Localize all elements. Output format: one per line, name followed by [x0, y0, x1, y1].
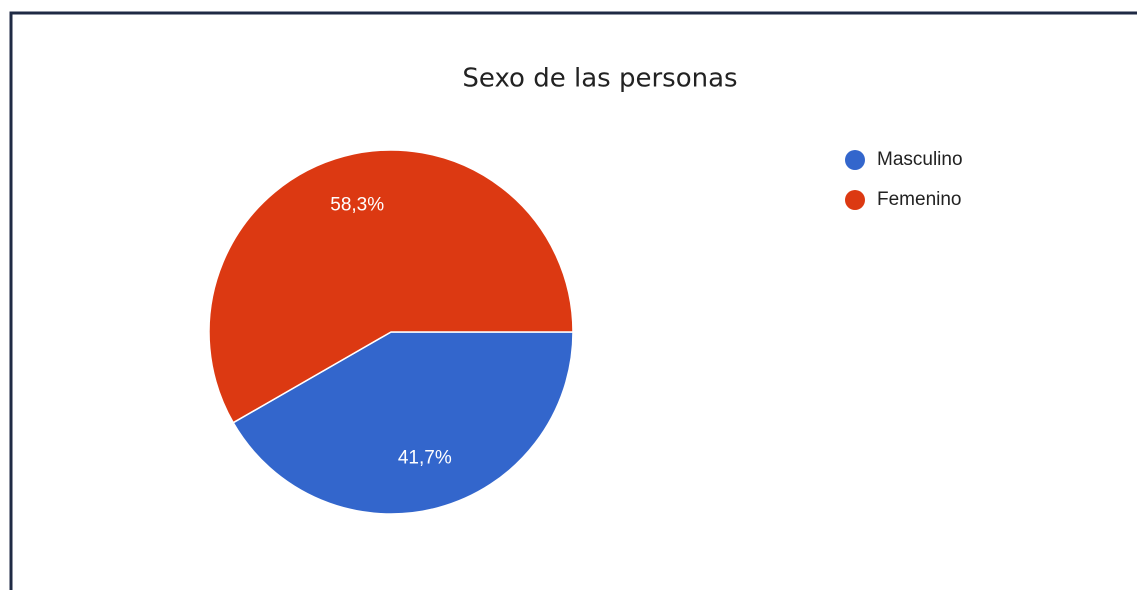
pie-slice — [232, 331, 574, 515]
frame — [9, 11, 1137, 590]
legend-swatch — [845, 150, 865, 170]
chart-title: Sexo de las personas — [462, 64, 737, 94]
pie-slice — [208, 149, 574, 424]
legend-label: Masculino — [877, 149, 963, 170]
legend-label: Femenino — [877, 189, 962, 210]
slice-label: 58,3% — [330, 194, 384, 215]
legend-swatch — [845, 190, 865, 210]
slice-label: 41,7% — [398, 448, 452, 469]
